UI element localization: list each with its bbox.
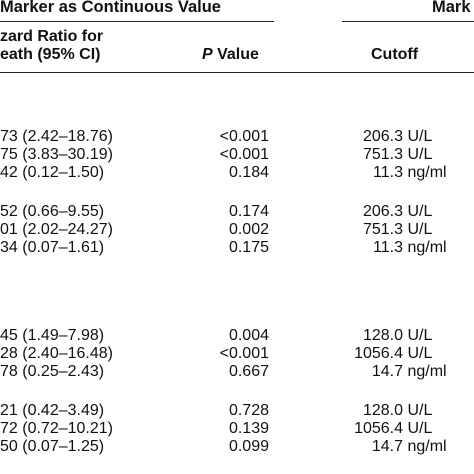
hazard-ratio-cell: 42 (0.12–1.50) bbox=[0, 164, 105, 181]
p-value-cell: 0.004 bbox=[228, 327, 269, 344]
hazard-ratio-cell: 78 (0.25–2.43) bbox=[0, 363, 105, 380]
column-header-hazard-ratio-line1: zard Ratio for bbox=[0, 28, 104, 45]
hazard-ratio-cell: 28 (2.40–16.48) bbox=[0, 345, 113, 362]
cutoff-cell: 14.7 ng/ml bbox=[371, 363, 447, 380]
p-value-cell: 0.175 bbox=[228, 239, 269, 256]
cutoff-cell: 751.3 U/L bbox=[362, 221, 433, 238]
p-value-cell: 0.139 bbox=[228, 420, 269, 437]
p-value-rest: Value bbox=[212, 46, 259, 63]
cutoff-cell: 206.3 U/L bbox=[362, 128, 433, 145]
cutoff-cell: 128.0 U/L bbox=[362, 327, 433, 344]
p-value-cell: 0.174 bbox=[228, 203, 269, 220]
cutoff-cell: 206.3 U/L bbox=[362, 203, 433, 220]
column-header-hazard-ratio-line2: eath (95% CI) bbox=[0, 46, 101, 63]
cutoff-cell: 14.7 ng/ml bbox=[371, 438, 447, 455]
hazard-ratio-cell: 75 (3.83–30.19) bbox=[0, 146, 113, 163]
p-value-cell: 0.002 bbox=[228, 221, 269, 238]
column-header-cutoff: Cutoff bbox=[371, 46, 419, 63]
p-value-cell: 0.099 bbox=[228, 438, 269, 455]
hazard-ratio-cell: 34 (0.07–1.61) bbox=[0, 239, 105, 256]
p-italic: P bbox=[202, 46, 213, 63]
p-value-cell: <0.001 bbox=[219, 128, 269, 145]
hazard-ratio-cell: 72 (0.72–10.21) bbox=[0, 420, 113, 437]
group-rule-continuous bbox=[0, 21, 274, 22]
hazard-ratio-cell: 52 (0.66–9.55) bbox=[0, 203, 105, 220]
cutoff-cell: 11.3 ng/ml bbox=[373, 239, 447, 256]
hazard-ratio-cell: 21 (0.42–3.49) bbox=[0, 402, 105, 419]
hazard-ratio-cell: 01 (2.02–24.27) bbox=[0, 221, 113, 238]
cutoff-cell: 1056.4 U/L bbox=[354, 420, 433, 437]
p-value-cell: <0.001 bbox=[219, 146, 269, 163]
group-header-continuous: Marker as Continuous Value bbox=[0, 0, 221, 16]
p-value-cell: <0.001 bbox=[219, 345, 269, 362]
hazard-ratio-cell: 45 (1.49–7.98) bbox=[0, 327, 105, 344]
group-header-marker-cutoff: Mark bbox=[432, 0, 471, 16]
hazard-ratio-cell: 73 (2.42–18.76) bbox=[0, 128, 113, 145]
p-value-cell: 0.728 bbox=[228, 402, 269, 419]
hazard-ratio-cell: 50 (0.07–1.25) bbox=[0, 438, 105, 455]
group-rule-cutoff bbox=[342, 21, 474, 22]
cutoff-cell: 128.0 U/L bbox=[362, 402, 433, 419]
header-bottom-rule bbox=[0, 72, 474, 73]
cutoff-cell: 11.3 ng/ml bbox=[373, 164, 447, 181]
p-value-cell: 0.184 bbox=[228, 164, 269, 181]
p-value-cell: 0.667 bbox=[228, 363, 269, 380]
cutoff-cell: 751.3 U/L bbox=[362, 146, 433, 163]
cutoff-cell: 1056.4 U/L bbox=[354, 345, 433, 362]
column-header-p-value: P Value bbox=[202, 46, 259, 64]
